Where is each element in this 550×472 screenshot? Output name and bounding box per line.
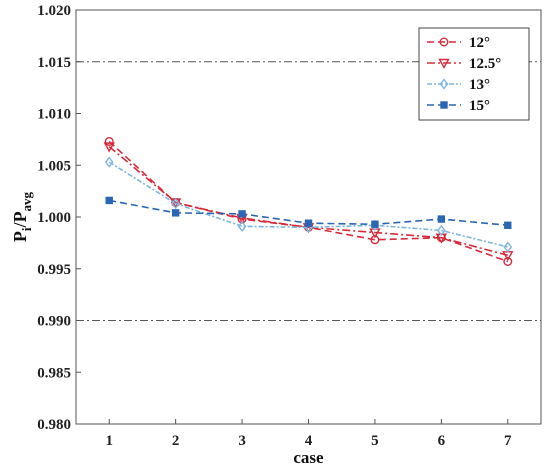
legend-label: 12°	[469, 35, 490, 51]
x-tick-label: 2	[172, 433, 180, 449]
series-line	[108, 146, 508, 257]
data-point	[504, 221, 512, 229]
x-tick-label: 4	[305, 433, 313, 449]
y-tick-label: 1.015	[37, 55, 71, 71]
legend-swatch-marker	[438, 58, 450, 69]
y-tick-label: 0.990	[37, 314, 71, 330]
legend-label: 12.5°	[469, 56, 501, 72]
y-title-sub-avg: avg	[19, 191, 34, 211]
x-axis: 1 2 3 4 5 6 7	[105, 419, 512, 449]
data-point	[437, 215, 446, 223]
legend-swatch-marker	[439, 78, 449, 90]
data-point	[238, 210, 246, 218]
data-point	[103, 142, 115, 153]
y-tick-label: 0.995	[37, 262, 71, 278]
data-point	[237, 220, 247, 232]
y-tick-label: 1.010	[37, 107, 71, 123]
y-tick-label: 1.000	[37, 210, 71, 226]
data-point	[503, 257, 513, 267]
series-2	[103, 142, 514, 262]
y-axis: 0.980 0.985 0.990 0.995 1.000 1.005 1.010 1.015…	[37, 3, 81, 433]
legend-swatch-marker	[439, 37, 449, 47]
legend-entry: 12.5°	[427, 56, 501, 72]
series-layer	[103, 136, 514, 267]
data-point	[104, 156, 114, 168]
y-title-sub-i: i	[19, 227, 34, 231]
series-4	[105, 196, 512, 229]
x-axis-title: case	[293, 448, 324, 467]
legend-entry: 13°	[427, 77, 490, 93]
legend-entry: 15°	[427, 98, 490, 114]
legend: 12° 12.5° 13° 15°	[418, 27, 530, 121]
data-point	[171, 209, 180, 217]
legend-swatch-marker	[440, 101, 448, 109]
y-axis-title: Pi/Pavg	[10, 191, 34, 242]
series-1	[104, 136, 513, 267]
y-tick-label: 0.980	[37, 417, 71, 433]
data-point	[104, 136, 114, 146]
series-line	[108, 161, 508, 248]
legend-label: 15°	[469, 98, 490, 114]
series-line	[108, 140, 509, 263]
data-point	[171, 197, 181, 210]
x-tick-label: 1	[105, 433, 113, 449]
data-point	[371, 220, 379, 228]
data-point	[503, 241, 513, 253]
y-title-main: P	[10, 231, 30, 242]
data-point	[304, 219, 313, 227]
legend-entry: 12°	[427, 35, 490, 51]
legend-box	[418, 27, 530, 121]
legend-label: 13°	[469, 77, 490, 93]
x-tick-label: 5	[371, 433, 379, 449]
x-tick-label: 6	[438, 433, 446, 449]
data-point	[436, 224, 446, 237]
y-tick-label: 0.985	[37, 365, 71, 381]
data-point	[105, 196, 113, 205]
y-tick-label: 1.020	[37, 3, 71, 19]
series-3	[104, 156, 513, 253]
y-title-sep: /P	[10, 211, 30, 228]
x-tick-label: 7	[504, 433, 512, 449]
y-tick-label: 1.005	[37, 158, 71, 174]
x-tick-label: 3	[238, 433, 246, 449]
